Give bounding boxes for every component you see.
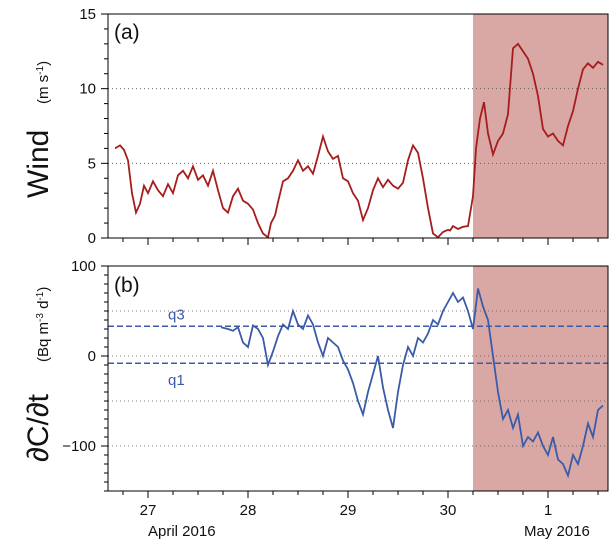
panel-b-grid [108, 310, 608, 447]
reference-label-q1: q1 [168, 372, 185, 389]
panel-b-frame [107, 265, 609, 492]
panel-a-yticks: 0 5 10 15 [79, 6, 108, 247]
panel-a-wind-series-line [114, 42, 604, 239]
panel-b-ylabel: ∂C/∂t [22, 393, 55, 462]
panel-b: q3 q1 −100 0 100 27 28 29 30 1 (b) ∂C/∂t (Bq m-… [22, 258, 609, 540]
x-tick-label: 29 [340, 502, 357, 519]
panel-b-dcdt-series-line [220, 288, 604, 479]
y-tick-label: 5 [88, 155, 96, 172]
panel-a-ylabel: Wind [22, 130, 55, 198]
panel-a-grid [108, 88, 608, 164]
panel-b-xticks: 27 28 29 30 1 [122, 491, 599, 519]
reference-label-q3: q3 [168, 306, 185, 323]
y-tick-label: 15 [79, 6, 96, 23]
x-tick-label: 30 [440, 502, 457, 519]
panel-b-highlight-span [473, 266, 608, 491]
panel-a-label: (a) [114, 21, 140, 44]
y-tick-label: −100 [62, 438, 96, 455]
panel-a-frame [107, 13, 609, 239]
panel-b-yunit: (Bq m-3 d-1) [35, 287, 53, 362]
x-tick-label: 27 [140, 502, 157, 519]
y-tick-label: 100 [71, 258, 96, 275]
date-label-may: May 2016 [524, 523, 590, 540]
panel-a-highlight-span [473, 14, 608, 238]
panel-b-reference-lines: q3 q1 [108, 306, 608, 389]
y-tick-label: 10 [79, 81, 96, 98]
y-tick-label: 0 [88, 348, 96, 365]
y-tick-label: 0 [88, 230, 96, 247]
panel-a: 0 5 10 15 (a) Wind (m s-1) [22, 6, 609, 247]
panel-b-yticks: −100 0 100 [62, 258, 108, 492]
date-label-april: April 2016 [148, 523, 216, 540]
panel-a-xticks [122, 238, 599, 245]
panel-a-yunit: (m s-1) [35, 61, 53, 104]
x-tick-label: 1 [544, 502, 552, 519]
x-tick-label: 28 [240, 502, 257, 519]
panel-b-label: (b) [114, 274, 140, 297]
